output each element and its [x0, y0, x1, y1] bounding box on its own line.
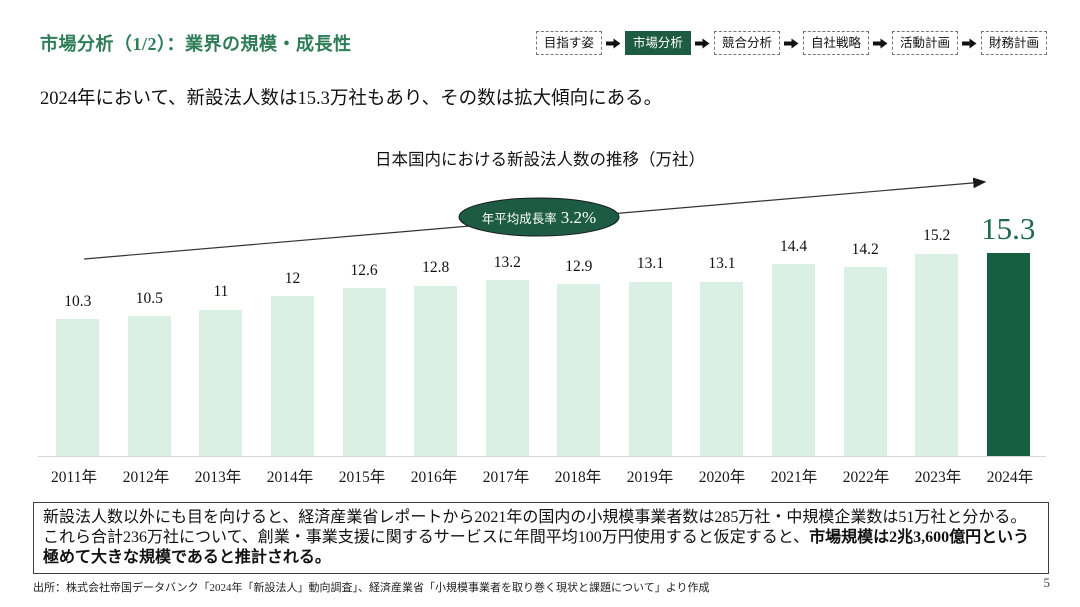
bar-value-label: 14.4: [780, 237, 808, 255]
bar-column-2014年: 12: [257, 166, 329, 456]
nav-arrow-icon: [961, 38, 977, 49]
x-axis-label: 2022年: [842, 469, 890, 486]
bar-column-2015年: 12.6: [328, 166, 400, 456]
bar-value-label: 10.5: [135, 289, 163, 307]
x-axis: 2011年 2012年 2013年 2014年 2015年 2016年 2017年 2018年…: [38, 456, 1046, 487]
bar: [772, 264, 816, 456]
chart-plot-columns: 10.3 10.5 11 12 12.6 12.8 13.2 12.9 13.1 13.1 14.4…: [42, 166, 1044, 456]
x-axis-label: 2020年: [698, 469, 746, 486]
nav-step-4: 自社戦略: [802, 31, 869, 56]
bar-value-label: 13.1: [708, 255, 736, 273]
nav-arrow-icon: [694, 38, 710, 49]
bar-column-2013年: 11: [185, 166, 257, 456]
x-axis-label: 2013年: [194, 469, 242, 486]
x-axis-label: 2023年: [914, 469, 962, 486]
x-axis-label: 2024年: [986, 469, 1034, 486]
page-title: 市場分析（1/2）：業界の規模・成長性: [40, 34, 352, 54]
bar: [199, 309, 243, 456]
nav-step-1: 目指す姿: [535, 31, 602, 56]
nav-step-6: 財務計画: [980, 31, 1047, 56]
bar-column-2016年: 12.8: [400, 166, 472, 456]
x-axis-label: 2017年: [482, 469, 530, 486]
note-line-2: これら合計236万社について、創業・事業支援に関するサービスに年間平均100万円…: [43, 529, 1030, 546]
bar-column-2020年: 13.1: [686, 166, 758, 456]
bar-value-label: 13.2: [493, 253, 521, 271]
nav-step-3: 競合分析: [713, 31, 780, 56]
bar-column-2019年: 13.1: [615, 166, 687, 456]
bar: [915, 253, 959, 456]
note-line-3: 極めて大きな規模であると推計される。: [43, 549, 331, 566]
page-number: 5: [1043, 575, 1051, 590]
bar-column-2012年: 10.5: [114, 166, 186, 456]
bar: [342, 288, 386, 456]
x-axis-label: 2021年: [770, 469, 818, 486]
market-size-note: 新設法人数以外にも目を向けると、経済産業省レポートから2021年の国内の小規模事…: [33, 502, 1049, 574]
x-axis-label: 2019年: [626, 469, 674, 486]
bar-value-label: 12.9: [565, 257, 593, 275]
bar: [557, 284, 601, 456]
bar-value-label: 13.1: [636, 255, 664, 273]
bar-column-2017年: 13.2: [471, 166, 543, 456]
bar: [56, 319, 100, 456]
lead-message: 2024年において、新設法人数は15.3万社もあり、その数は拡大傾向にある。: [40, 89, 663, 109]
x-axis-label: 2018年: [554, 469, 602, 486]
bar: [414, 285, 458, 456]
x-axis-label: 2011年: [51, 469, 97, 486]
bar: [271, 296, 315, 456]
bar-column-2018年: 12.9: [543, 166, 615, 456]
bar: [628, 281, 672, 456]
bar: [700, 281, 744, 456]
x-axis-label: 2012年: [122, 469, 170, 486]
bar-chart: 10.3 10.5 11 12 12.6 12.8 13.2 12.9 13.1 13.1 14.4…: [42, 166, 1044, 456]
bar-column-2021年: 14.4: [758, 166, 830, 456]
bar: [485, 280, 529, 456]
nav-arrow-icon: [872, 38, 888, 49]
bar-value-label: 12: [284, 269, 301, 287]
x-axis-label: 2016年: [410, 469, 458, 486]
bar-value-label: 15.2: [923, 227, 951, 245]
bar: [127, 316, 171, 456]
process-nav: 目指す姿 市場分析 競合分析 自社戦略 活動計画 財務計画: [535, 31, 1047, 56]
nav-arrow-icon: [783, 38, 799, 49]
nav-step-5: 活動計画: [891, 31, 958, 56]
bar-value-label: 12.6: [350, 261, 378, 279]
bar-value-label: 15.3: [981, 210, 1036, 246]
source-citation: 出所：株式会社帝国データバンク「2024年「新設法人」動向調査」、経済産業省「小…: [33, 582, 710, 594]
bar-column-2024年: 15.3: [973, 166, 1045, 456]
bar-highlight: [986, 252, 1030, 456]
bar-value-label: 10.3: [64, 292, 92, 310]
bar-value-label: 11: [213, 283, 229, 301]
bar-value-label: 12.8: [422, 259, 450, 277]
bar-value-label: 14.2: [851, 240, 879, 258]
x-axis-label: 2014年: [266, 469, 314, 486]
chart-title: 日本国内における新設法人数の推移（万社）: [375, 150, 705, 169]
nav-arrow-icon: [605, 38, 621, 49]
nav-step-2: 市場分析: [624, 31, 691, 56]
x-axis-label: 2015年: [338, 469, 386, 486]
bar-column-2022年: 14.2: [829, 166, 901, 456]
note-line-1: 新設法人数以外にも目を向けると、経済産業省レポートから2021年の国内の小規模事…: [43, 509, 1027, 526]
bar-column-2011年: 10.3: [42, 166, 114, 456]
bar-column-2023年: 15.2: [901, 166, 973, 456]
bar: [843, 267, 887, 456]
